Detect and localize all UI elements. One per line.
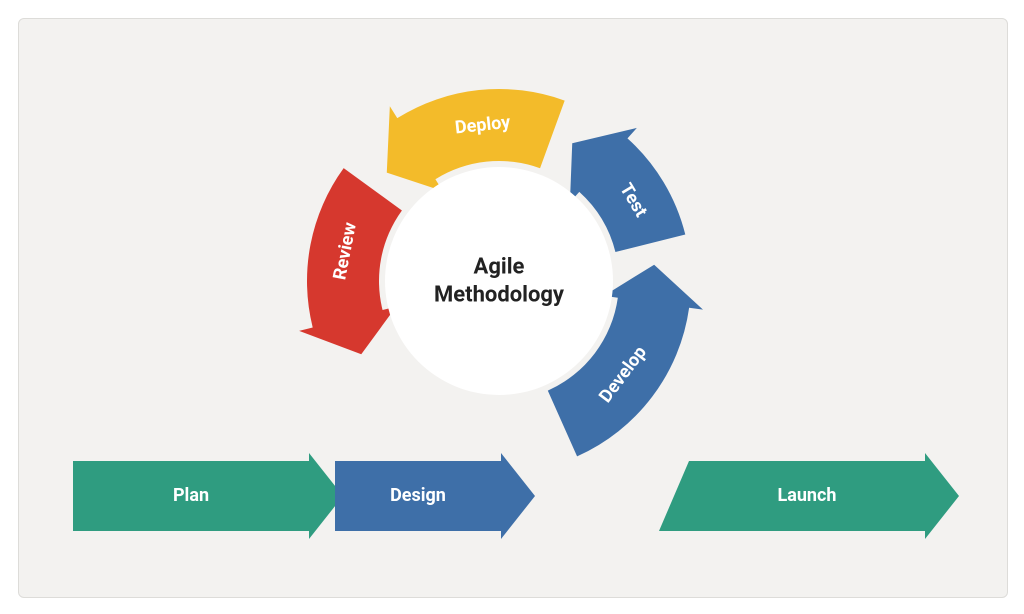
center-circle	[385, 167, 613, 395]
plan-label: Plan	[173, 485, 209, 506]
design-label: Design	[390, 485, 446, 506]
plan-arrow: Plan	[73, 453, 343, 539]
review-arc: Review	[299, 168, 402, 354]
design-arrow: Design	[335, 453, 535, 539]
launch-label: Launch	[777, 485, 836, 506]
agile-cycle-diagram: PlanDesignLaunchReviewDeployTestDevelop	[19, 19, 1007, 597]
diagram-card: PlanDesignLaunchReviewDeployTestDevelop …	[18, 18, 1008, 598]
launch-arrow: Launch	[659, 453, 959, 539]
